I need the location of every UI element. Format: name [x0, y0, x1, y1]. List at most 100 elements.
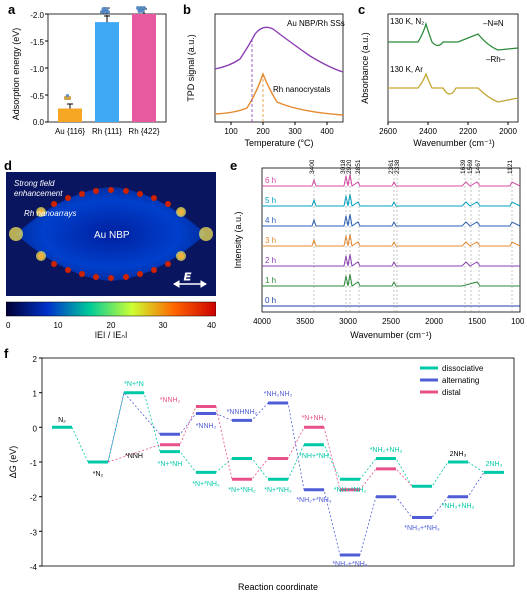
svg-text:*NH₃+*NH₃: *NH₃+*NH₃: [404, 525, 440, 532]
svg-text:3000: 3000: [339, 317, 357, 326]
svg-text:10: 10: [54, 321, 63, 330]
svg-text:400: 400: [320, 127, 334, 136]
panel-f-ylabel: ΔG (eV): [8, 446, 18, 479]
panel-e-xlabel: Wavenumber (cm⁻¹): [350, 330, 431, 340]
svg-text:N₂: N₂: [58, 417, 66, 424]
svg-text:*NNH₂: *NNH₂: [196, 423, 217, 430]
panel-d: Strong field enhancement Rh nanoarrays A…: [6, 172, 216, 338]
svg-text:4000: 4000: [253, 317, 271, 326]
d-ann-2: enhancement: [14, 189, 63, 198]
svg-text:1639: 1639: [460, 160, 467, 174]
panel-a-ylabel: Adsorption energy (eV): [11, 28, 21, 121]
ann-rh: –Rh–: [486, 55, 506, 64]
panel-e: 4000 3500 3000 2500 2000 1500 1000: [232, 160, 524, 340]
ann-nn: –N≡N: [483, 19, 504, 28]
svg-text:E: E: [184, 272, 191, 283]
ann-n2: 130 K, N₂: [390, 17, 424, 26]
svg-text:1121: 1121: [507, 160, 514, 174]
svg-text:2 h: 2 h: [265, 256, 276, 265]
svg-text:*N+*NH₂: *N+*NH₂: [228, 487, 256, 494]
cat-rh111: Rh {111}: [92, 127, 122, 136]
svg-text:-3: -3: [30, 528, 38, 537]
svg-text:30: 30: [159, 321, 168, 330]
svg-text:2851: 2851: [355, 160, 362, 174]
svg-text:*N+*NH: *N+*NH: [158, 461, 183, 468]
svg-text:-2.0: -2.0: [30, 11, 44, 20]
svg-text:*NH₂+*NH₃: *NH₂+*NH₃: [332, 561, 367, 568]
svg-text:-2: -2: [30, 494, 38, 503]
svg-text:2600: 2600: [379, 127, 397, 136]
svg-text:*N+*NH₃: *N+*NH₃: [264, 487, 292, 494]
svg-text:*NNH: *NNH: [125, 453, 143, 460]
svg-text:20: 20: [107, 321, 116, 330]
panel-a: -2.0 -1.5 -1.0 -0.5 0.0 Au {116} Rh {111…: [10, 4, 170, 150]
svg-text:1: 1: [33, 390, 38, 399]
svg-text:2000: 2000: [425, 317, 443, 326]
svg-text:*N+*NH₂: *N+*NH₂: [192, 481, 220, 488]
panel-b-ylabel: TPD signal (a.u.): [186, 34, 196, 102]
d-ann-3: Rh nanoarrays: [24, 209, 76, 218]
ann-ar: 130 K, Ar: [390, 65, 423, 74]
svg-text:*NH+*NH: *NH+*NH: [299, 453, 329, 460]
svg-text:2NH₃: 2NH₃: [486, 461, 503, 468]
svg-text:-1.0: -1.0: [30, 65, 44, 74]
svg-text:*NH₃+NH₃: *NH₃+NH₃: [442, 503, 475, 510]
cat-rh422: Rh {422}: [128, 127, 159, 136]
cat-au: Au {116}: [55, 127, 85, 136]
panel-c-ylabel: Absorbance (a.u.): [360, 32, 370, 104]
svg-text:0 h: 0 h: [265, 296, 276, 305]
panel-f-xlabel: Reaction coordinate: [238, 582, 318, 592]
svg-text:*NNH₂: *NNH₂: [160, 397, 181, 404]
svg-text:1467: 1467: [475, 160, 482, 174]
svg-text:2: 2: [33, 355, 38, 364]
panel-f: 2 1 0 -1 -2 -3 -4: [6, 348, 522, 594]
svg-text:40: 40: [207, 321, 216, 330]
svg-text:4 h: 4 h: [265, 216, 276, 225]
svg-text:2338: 2338: [394, 160, 401, 174]
d-ann-4: Au NBP: [94, 230, 130, 241]
panel-d-label: d: [4, 158, 12, 173]
d-cbar-label: |E| / |E₀|: [95, 330, 128, 338]
panel-c-xlabel: Wavenumber (cm⁻¹): [413, 138, 494, 148]
svg-text:-1.5: -1.5: [30, 38, 44, 47]
svg-text:-0.5: -0.5: [30, 92, 44, 101]
svg-text:*NNHNH₂: *NNHNH₂: [227, 409, 258, 416]
svg-text:2400: 2400: [419, 127, 437, 136]
svg-text:2200: 2200: [459, 127, 477, 136]
d-ann-1: Strong field: [14, 179, 55, 188]
svg-text:-4: -4: [30, 563, 38, 572]
svg-text:300: 300: [288, 127, 302, 136]
svg-text:1500: 1500: [468, 317, 486, 326]
svg-text:*NH₂NH₂: *NH₂NH₂: [264, 391, 293, 398]
svg-text:*N₂: *N₂: [93, 471, 104, 478]
panel-b-xlabel: Temperature (°C): [244, 138, 313, 148]
svg-text:1569: 1569: [467, 160, 474, 174]
svg-text:*NH+*NH₂: *NH+*NH₂: [334, 487, 367, 494]
svg-text:alternating: alternating: [442, 376, 479, 385]
svg-text:6 h: 6 h: [265, 176, 276, 185]
svg-text:5 h: 5 h: [265, 196, 276, 205]
panel-a-svg: -2.0 -1.5 -1.0 -0.5 0.0 Au {116} Rh {111…: [10, 4, 170, 150]
svg-text:200: 200: [256, 127, 270, 136]
svg-text:-1: -1: [30, 459, 38, 468]
panel-b: 100 200 300 400 Au NBP/Rh SSs Rh nanocry…: [185, 4, 347, 150]
svg-text:2920: 2920: [346, 160, 353, 174]
svg-text:*NH₂+*NH₃: *NH₂+*NH₃: [296, 497, 331, 504]
series-aunbp: Au NBP/Rh SSs: [287, 19, 345, 28]
series-rh: Rh nanocrystals: [273, 85, 330, 94]
svg-text:3500: 3500: [296, 317, 314, 326]
svg-text:2NH₃: 2NH₃: [450, 451, 467, 458]
svg-text:*NH₂+NH₃: *NH₂+NH₃: [370, 447, 403, 454]
svg-text:0: 0: [33, 424, 38, 433]
svg-text:0: 0: [6, 321, 11, 330]
svg-text:1000: 1000: [511, 317, 524, 326]
svg-text:2500: 2500: [382, 317, 400, 326]
svg-text:3400: 3400: [309, 160, 316, 174]
svg-text:*N+*N: *N+*N: [124, 381, 144, 388]
svg-text:100: 100: [224, 127, 238, 136]
svg-text:3 h: 3 h: [265, 236, 276, 245]
panel-e-ylabel: Intensity (a.u.): [233, 211, 243, 268]
svg-text:dissociative: dissociative: [442, 364, 484, 373]
svg-text:2000: 2000: [499, 127, 517, 136]
svg-text:0.0: 0.0: [33, 118, 45, 127]
